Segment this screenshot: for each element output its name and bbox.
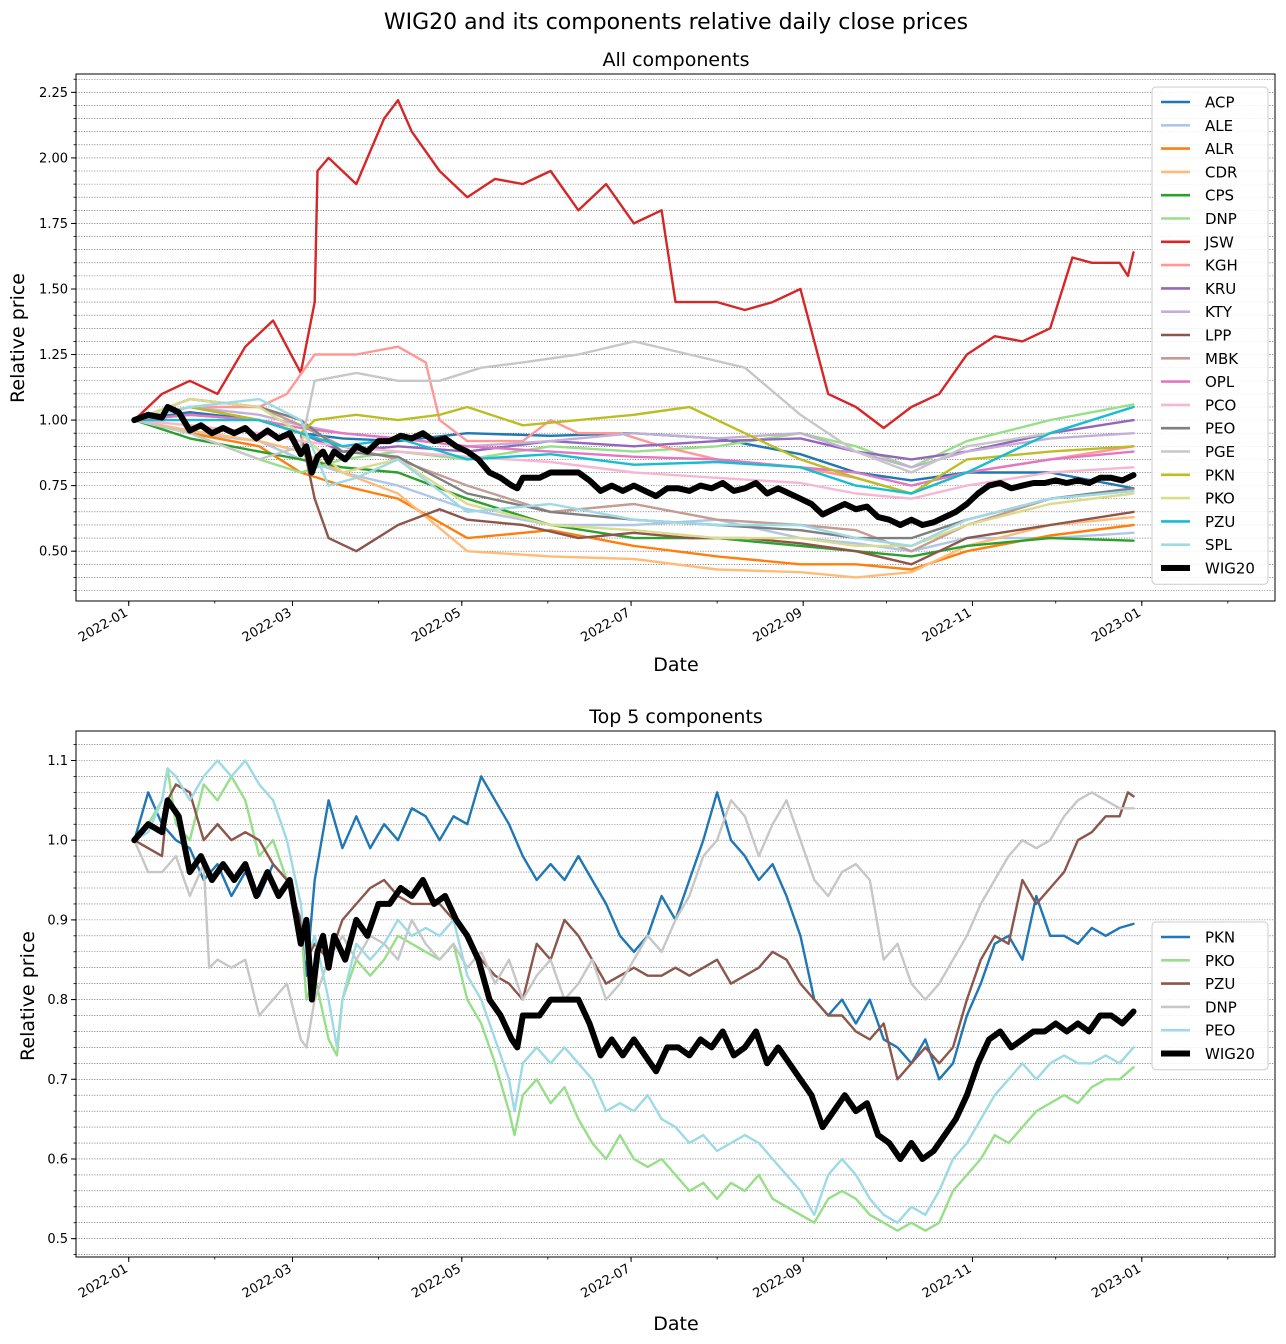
legend-entry-peo: PEO (1205, 1022, 1235, 1040)
panel-top-5-components: Top 5 components Date Relative price 0.5… (17, 706, 1276, 1335)
legend-entry-jsw: JSW (1204, 233, 1234, 251)
x-axis-label: Date (653, 1313, 698, 1335)
axes-frame (75, 73, 1276, 602)
y-tick-label: 0.6 (47, 1152, 68, 1167)
legend: PKN PKO PZU DNP PEO WIG20 (1151, 921, 1269, 1071)
y-tick-label: 1.75 (39, 217, 68, 232)
y-axis: 0.50 0.75 1.00 1.25 1.50 1.75 2.00 2.25 (39, 78, 76, 591)
legend-entry-kgh: KGH (1205, 257, 1238, 275)
series-group (131, 759, 1137, 1232)
series-line-wig20 (131, 797, 1137, 1162)
legend-entry-mbk: MBK (1205, 350, 1239, 368)
legend-entry-pzu: PZU (1205, 513, 1235, 531)
x-tick-label: 2022-09 (751, 605, 806, 645)
legend-entry-pge: PGE (1205, 443, 1235, 461)
series-line-peo (133, 759, 1135, 1224)
legend-entry-wig20: WIG20 (1205, 1045, 1255, 1063)
legend-entry-kty: KTY (1205, 303, 1233, 321)
x-tick-label: 2022-03 (240, 1261, 295, 1301)
x-tick-label: 2022-05 (409, 605, 464, 645)
series-line-dnp (133, 791, 1135, 1049)
x-axis: 2022-01 2022-03 2022-05 2022-07 2022-09 2022-… (76, 601, 1229, 646)
legend-box (1151, 86, 1269, 585)
legend-entry-ale: ALE (1205, 117, 1233, 135)
series-group (131, 98, 1137, 579)
y-tick-label: 1.0 (47, 834, 68, 849)
series-line-pzu (133, 405, 1135, 495)
series-line-pko (133, 397, 1135, 548)
y-tick-label: 2.00 (39, 151, 68, 166)
y-tick-label: 1.50 (39, 282, 68, 297)
legend-entry-cdr: CDR (1205, 163, 1237, 181)
axes-frame (75, 730, 1276, 1258)
legend-entry-pkn: PKN (1205, 466, 1235, 484)
series-line-opl (133, 413, 1135, 487)
legend-entry-wig20: WIG20 (1205, 560, 1255, 578)
series-line-jsw (133, 98, 1135, 430)
y-tick-label: 2.25 (39, 86, 68, 101)
x-tick-label: 2022-01 (76, 1261, 131, 1301)
series-line-ale (133, 418, 1135, 553)
grid (76, 744, 1275, 1255)
y-tick-label: 0.75 (39, 479, 68, 494)
legend-entry-dnp: DNP (1205, 998, 1237, 1016)
x-tick-label: 2022-11 (920, 605, 975, 645)
x-tick-label: 2022-07 (579, 1261, 634, 1301)
figure-title: WIG20 and its components relative daily … (384, 10, 968, 35)
y-tick-label: 1.1 (47, 754, 68, 769)
legend-box (1151, 921, 1269, 1071)
x-tick-label: 2022-09 (751, 1261, 806, 1301)
y-tick-label: 0.5 (47, 1232, 68, 1247)
series-line-pkn (133, 405, 1135, 495)
legend-entry-dnp: DNP (1205, 210, 1237, 228)
legend-entry-pko: PKO (1205, 490, 1235, 508)
y-tick-label: 0.9 (47, 913, 68, 928)
legend-entry-pko: PKO (1205, 952, 1235, 970)
x-tick-label: 2022-01 (76, 605, 131, 645)
x-tick-label: 2022-07 (579, 605, 634, 645)
series-line-dnp (133, 403, 1135, 474)
y-axis-label: Relative price (7, 273, 29, 403)
y-axis: 0.5 0.6 0.7 0.8 0.9 1.0 1.1 (47, 744, 76, 1256)
legend-entry-alr: ALR (1205, 140, 1234, 158)
legend-entry-peo: PEO (1205, 420, 1235, 438)
legend-entry-lpp: LPP (1205, 327, 1231, 345)
x-axis-label: Date (653, 654, 698, 676)
x-tick-label: 2022-03 (240, 605, 295, 645)
grid (76, 78, 1275, 591)
y-axis-label: Relative price (17, 931, 39, 1061)
legend-entry-pzu: PZU (1205, 975, 1235, 993)
legend-entry-spl: SPL (1205, 536, 1233, 554)
series-line-mbk (133, 397, 1135, 553)
legend-entry-opl: OPL (1205, 373, 1235, 391)
legend-entry-acp: ACP (1205, 94, 1235, 112)
y-tick-label: 0.7 (47, 1073, 68, 1088)
x-tick-label: 2022-11 (920, 1261, 975, 1301)
legend-entry-pco: PCO (1205, 396, 1236, 414)
panel-title: All components (603, 49, 750, 71)
series-line-spl (133, 397, 1135, 548)
legend-entry-pkn: PKN (1205, 929, 1235, 947)
x-tick-label: 2023-01 (1089, 605, 1144, 645)
series-line-pkn (133, 775, 1135, 1081)
y-tick-label: 0.50 (39, 545, 68, 560)
panel-all-components: All components Date Relative price 0.500… (7, 49, 1276, 676)
series-line-peo (133, 397, 1135, 540)
y-tick-label: 1.25 (39, 348, 68, 363)
y-tick-label: 0.8 (47, 993, 68, 1008)
series-line-cdr (133, 418, 1135, 579)
y-tick-label: 1.00 (39, 414, 68, 429)
legend-entry-kru: KRU (1205, 280, 1236, 298)
x-axis: 2022-01 2022-03 2022-05 2022-07 2022-09 2022-… (76, 1257, 1229, 1302)
series-line-pzu (133, 783, 1135, 1081)
panel-title: Top 5 components (588, 706, 763, 728)
x-tick-label: 2023-01 (1089, 1261, 1144, 1301)
legend: ACP ALE ALR CDR CPS DNP JSW KGH KRU KTY LPP MBK OPL P… (1151, 86, 1269, 585)
series-line-wig20 (131, 404, 1137, 528)
legend-entry-cps: CPS (1205, 187, 1234, 205)
x-tick-label: 2022-05 (409, 1261, 464, 1301)
